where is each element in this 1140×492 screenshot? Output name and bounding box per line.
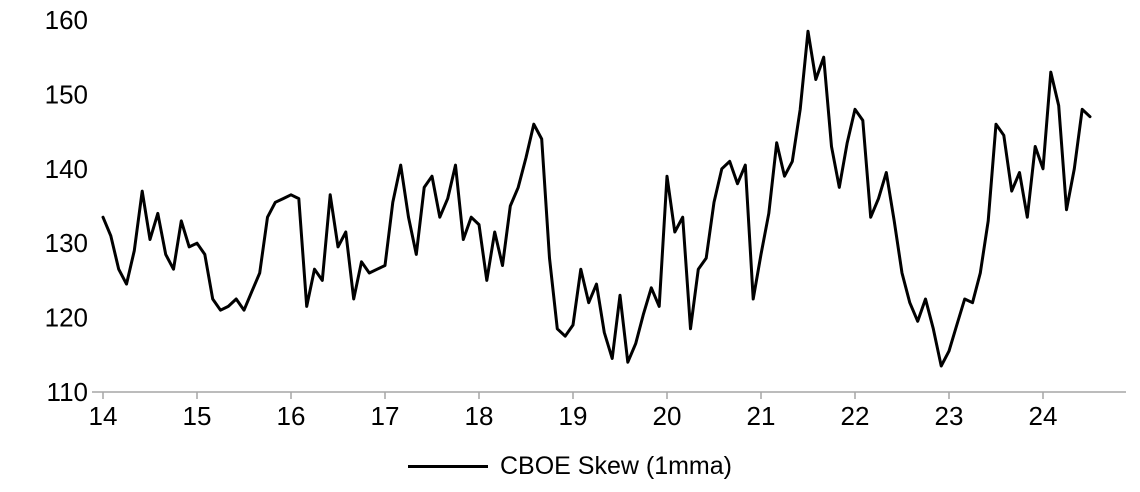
y-tick-label: 150 bbox=[45, 79, 88, 109]
x-tick-label: 20 bbox=[653, 401, 682, 431]
x-tick-label: 15 bbox=[183, 401, 212, 431]
y-tick-label: 130 bbox=[45, 228, 88, 258]
chart-legend: CBOE Skew (1mma) bbox=[0, 440, 1140, 492]
x-tick-label: 23 bbox=[935, 401, 964, 431]
y-tick-label: 110 bbox=[47, 377, 88, 407]
y-tick-label: 120 bbox=[45, 303, 88, 333]
legend-line-swatch bbox=[408, 464, 488, 468]
chart-svg: 14 15 16 17 18 19 20 21 22 23 24 110 120 130 140 150 160 bbox=[45, 5, 1126, 431]
x-tick-label: 24 bbox=[1029, 401, 1058, 431]
x-tick-label: 21 bbox=[747, 401, 776, 431]
series-line bbox=[101, 29, 1092, 368]
x-tick-label: 18 bbox=[465, 401, 494, 431]
x-tick-label: 16 bbox=[277, 401, 306, 431]
x-tick-label: 14 bbox=[89, 401, 118, 431]
y-tick-label: 140 bbox=[45, 154, 88, 184]
legend-label: CBOE Skew (1mma) bbox=[500, 451, 732, 480]
x-tick-label: 17 bbox=[371, 401, 400, 431]
y-tick-label: 160 bbox=[45, 5, 88, 35]
x-tick-label: 19 bbox=[559, 401, 588, 431]
x-tick-label: 22 bbox=[841, 401, 870, 431]
